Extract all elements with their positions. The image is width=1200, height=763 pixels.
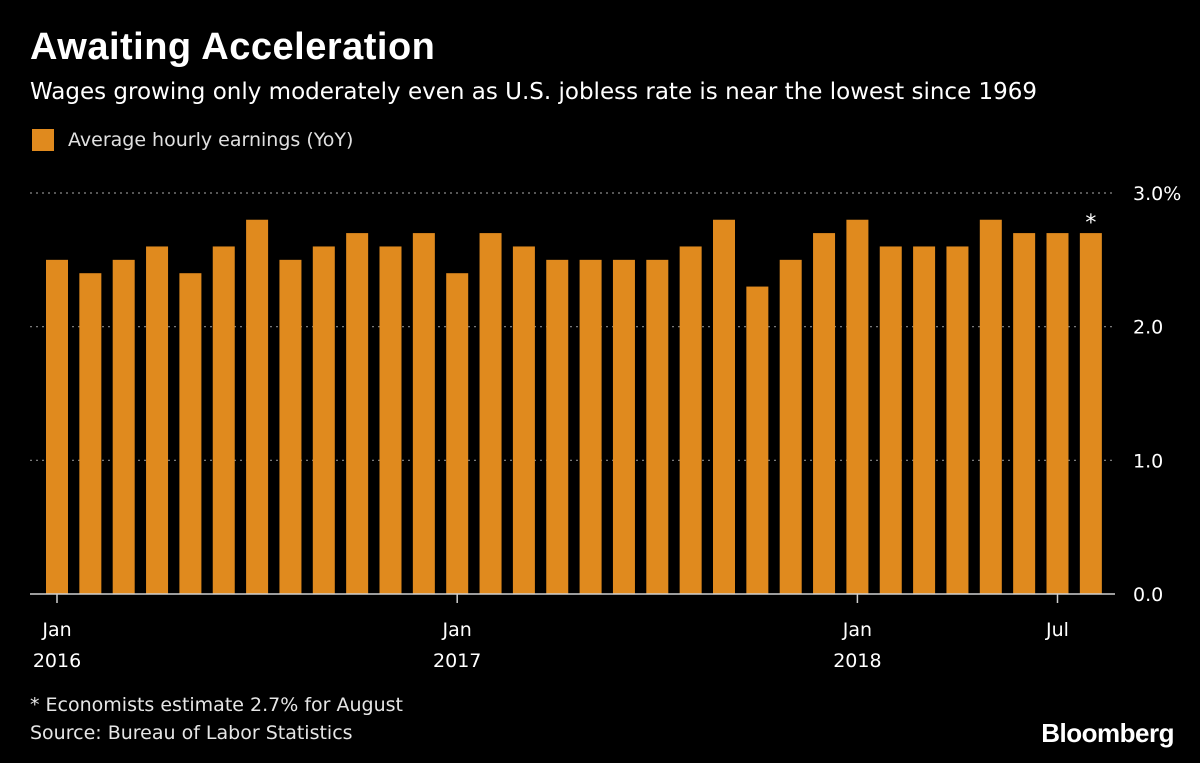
- bar: [412, 233, 435, 594]
- bar: [746, 286, 769, 594]
- legend-label: Average hourly earnings (YoY): [68, 129, 354, 151]
- chart-subtitle: Wages growing only moderately even as U.…: [30, 79, 1038, 105]
- bar: [312, 246, 335, 594]
- bar: [212, 246, 235, 594]
- x-tick-label: Jul: [1045, 619, 1069, 641]
- footnote-source: Source: Bureau of Labor Statistics: [30, 722, 353, 744]
- bar: [546, 259, 569, 594]
- bar: [146, 246, 169, 594]
- x-tick-label: 2016: [33, 650, 81, 672]
- y-tick-label: 3.0%: [1133, 183, 1181, 205]
- bar: [612, 259, 635, 594]
- bar: [346, 233, 369, 594]
- bar: [379, 246, 402, 594]
- chart-title: Awaiting Acceleration: [30, 26, 436, 68]
- footnote-block: * Economists estimate 2.7% for August So…: [30, 691, 403, 747]
- bar: [579, 259, 602, 594]
- bar-annotation: *: [1085, 211, 1096, 236]
- bar: [979, 219, 1002, 594]
- bar: [779, 259, 802, 594]
- x-tick-label: Jan: [842, 619, 872, 641]
- bar: [846, 219, 869, 594]
- bar: [46, 259, 68, 594]
- bar: [646, 259, 669, 594]
- x-tick-label: Jan: [442, 619, 472, 641]
- bar: [813, 233, 836, 594]
- bar: [713, 219, 735, 594]
- bar: [112, 259, 135, 594]
- bar: [1046, 233, 1069, 594]
- bar: [1013, 233, 1036, 594]
- bar: [879, 246, 902, 594]
- chart-legend: Average hourly earnings (YoY): [32, 129, 353, 151]
- bar: [479, 233, 502, 594]
- x-tick-label: 2017: [433, 650, 481, 672]
- bar: [946, 246, 969, 594]
- bloomberg-logo: Bloomberg: [1041, 718, 1174, 748]
- x-tick-label: Jan: [41, 619, 71, 641]
- bar: [512, 246, 535, 594]
- legend-swatch: [32, 129, 54, 151]
- y-tick-label: 1.0: [1133, 450, 1163, 472]
- bar: [679, 246, 702, 594]
- y-tick-label: 0.0: [1133, 584, 1163, 606]
- bar: [913, 246, 936, 594]
- bar: [446, 273, 469, 594]
- bar: [279, 259, 302, 594]
- bar: [1079, 233, 1102, 594]
- footnote-estimate: * Economists estimate 2.7% for August: [30, 694, 403, 716]
- bar: [179, 273, 202, 594]
- bar: [79, 273, 102, 594]
- y-tick-label: 2.0: [1133, 317, 1163, 339]
- x-tick-label: 2018: [833, 650, 881, 672]
- bar: [246, 219, 269, 594]
